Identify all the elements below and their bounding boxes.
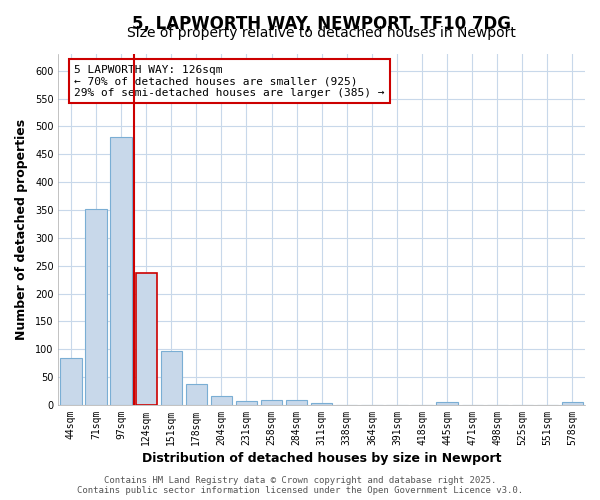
Bar [185,384,207,405]
Bar [85,209,107,405]
Text: Contains HM Land Registry data © Crown copyright and database right 2025.
Contai: Contains HM Land Registry data © Crown c… [77,476,523,495]
Bar [161,352,182,405]
X-axis label: Distribution of detached houses by size in Newport: Distribution of detached houses by size … [142,452,502,465]
Y-axis label: Number of detached properties: Number of detached properties [15,119,28,340]
Bar [136,273,157,405]
Bar [562,402,583,405]
Bar [311,402,332,405]
Bar [211,396,232,405]
Bar [286,400,307,405]
Bar [110,137,132,405]
Bar [436,402,458,405]
Bar [61,358,82,405]
Bar [261,400,282,405]
Text: 5 LAPWORTH WAY: 126sqm
← 70% of detached houses are smaller (925)
29% of semi-de: 5 LAPWORTH WAY: 126sqm ← 70% of detached… [74,64,385,98]
Bar [236,401,257,405]
Title: 5, LAPWORTH WAY, NEWPORT, TF10 7DG: 5, LAPWORTH WAY, NEWPORT, TF10 7DG [132,15,511,33]
Text: Size of property relative to detached houses in Newport: Size of property relative to detached ho… [127,26,516,40]
